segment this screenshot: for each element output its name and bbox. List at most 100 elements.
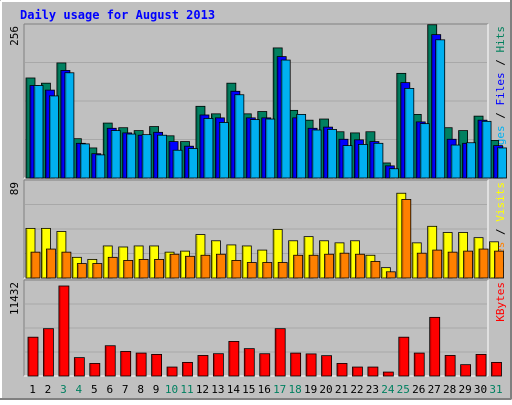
legend-part: / <box>494 222 507 242</box>
x-tick-label-day-6: 6 <box>106 383 113 396</box>
bar-sites-day-3 <box>61 251 72 279</box>
bar-sites-day-29 <box>463 250 474 279</box>
panel-hits: 256 Pages / Files / Hits <box>8 23 507 179</box>
bar-pages-day-30 <box>481 120 492 179</box>
bar-pages-day-22 <box>358 144 368 179</box>
bar-pages-day-7 <box>126 133 137 179</box>
x-tick-label-day-22: 22 <box>350 383 363 396</box>
x-tick-label-day-20: 20 <box>319 383 332 396</box>
bar-kbytes-day-28 <box>444 355 456 377</box>
bar-pages-day-28 <box>450 144 461 179</box>
bar-sites-day-27 <box>432 249 443 279</box>
bar-kbytes-day-2 <box>43 328 54 377</box>
panel-legend: Pages / Files / Hits <box>494 26 507 159</box>
bar-pages-day-2 <box>49 95 59 179</box>
series-kbytes <box>27 285 502 377</box>
bar-sites-day-22 <box>355 253 365 279</box>
y-max-label: 256 <box>8 26 21 46</box>
bar-kbytes-day-22 <box>352 366 363 377</box>
bar-sites-day-12 <box>200 254 211 279</box>
bar-kbytes-day-25 <box>398 336 410 377</box>
x-tick-label-day-9: 9 <box>153 383 160 396</box>
x-tick-label-day-27: 27 <box>428 383 441 396</box>
bar-kbytes-day-20 <box>321 355 332 377</box>
bar-kbytes-day-27 <box>429 316 441 377</box>
x-tick-label-day-28: 28 <box>443 383 456 396</box>
bar-sites-day-13 <box>215 253 226 279</box>
bar-sites-day-19 <box>308 254 319 279</box>
x-tick-label-day-23: 23 <box>366 383 379 396</box>
bar-sites-day-9 <box>154 258 165 279</box>
x-tick-label-day-26: 26 <box>412 383 425 396</box>
x-axis-day-labels: 1 2 3 4 5 6 7 8 9 10 11 12 13 14 15 16 17 18 19 20 21 22 23 24 2… <box>29 383 502 396</box>
bar-kbytes-day-4 <box>73 357 85 377</box>
bar-sites-day-28 <box>447 251 458 279</box>
bar-sites-day-8 <box>138 258 149 279</box>
bar-pages-day-31 <box>497 147 507 179</box>
x-tick-label-day-5: 5 <box>91 383 98 396</box>
series-visits <box>25 192 499 279</box>
bar-pages-day-27 <box>435 39 446 179</box>
x-tick-label-day-19: 19 <box>304 383 317 396</box>
x-tick-label-day-13: 13 <box>211 383 224 396</box>
bar-sites-day-17 <box>277 262 288 279</box>
bar-sites-day-25 <box>401 199 412 279</box>
x-tick-label-day-21: 21 <box>335 383 348 396</box>
bar-kbytes-day-1 <box>27 336 39 377</box>
bar-visits-day-17 <box>272 229 283 279</box>
x-tick-label-day-25: 25 <box>397 383 410 396</box>
x-tick-label-day-30: 30 <box>474 383 487 396</box>
x-tick-label-day-15: 15 <box>242 383 255 396</box>
bar-kbytes-day-23 <box>367 366 379 377</box>
bar-pages-day-16 <box>265 118 276 179</box>
legend-part: Visits <box>494 182 507 222</box>
bar-kbytes-day-17 <box>274 328 286 377</box>
bar-sites-day-24 <box>385 271 396 279</box>
bar-kbytes-day-5 <box>89 363 101 377</box>
panel-kbytes: 11432 KBytes <box>8 279 507 377</box>
bar-kbytes-day-30 <box>475 353 487 377</box>
bar-kbytes-day-19 <box>305 353 317 377</box>
bar-pages-day-5 <box>95 154 106 179</box>
bar-pages-day-25 <box>404 87 415 179</box>
bar-sites-day-1 <box>30 251 41 279</box>
bar-sites-day-26 <box>416 252 427 279</box>
bar-kbytes-day-26 <box>413 352 425 377</box>
bar-kbytes-day-15 <box>243 348 255 377</box>
x-tick-label-day-2: 2 <box>45 383 52 396</box>
bar-pages-day-9 <box>157 134 168 179</box>
bar-pages-day-14 <box>234 94 245 179</box>
bar-kbytes-day-12 <box>197 355 209 377</box>
bar-sites-day-4 <box>76 263 87 279</box>
bar-pages-day-11 <box>188 148 198 179</box>
bar-kbytes-day-29 <box>460 364 472 377</box>
bar-kbytes-day-24 <box>382 371 394 377</box>
x-tick-label-day-11: 11 <box>180 383 193 396</box>
y-max-label: 11432 <box>8 282 21 315</box>
x-tick-label-day-3: 3 <box>60 383 67 396</box>
bar-pages-day-24 <box>388 168 399 179</box>
bar-pages-day-29 <box>466 142 477 179</box>
bar-kbytes-day-7 <box>120 351 132 377</box>
legend-part: KBytes <box>494 282 507 322</box>
bar-sites-day-11 <box>185 255 195 279</box>
legend-part: / <box>494 106 507 126</box>
bar-sites-day-20 <box>324 253 334 279</box>
bar-pages-day-6 <box>110 130 121 179</box>
bar-sites-day-5 <box>92 263 103 279</box>
bar-kbytes-day-13 <box>212 353 224 377</box>
bar-sites-day-16 <box>262 262 273 279</box>
bar-kbytes-day-6 <box>104 345 116 377</box>
bar-pages-day-18 <box>296 114 307 179</box>
bar-kbytes-day-11 <box>182 361 193 377</box>
x-tick-label-day-1: 1 <box>29 383 36 396</box>
x-tick-label-day-31: 31 <box>489 383 502 396</box>
x-tick-label-day-17: 17 <box>273 383 286 396</box>
bar-pages-day-12 <box>203 118 214 179</box>
bar-sites-day-18 <box>293 254 304 279</box>
bar-sites-day-6 <box>107 256 118 279</box>
legend-part: / <box>494 53 507 73</box>
bar-pages-day-19 <box>311 129 322 179</box>
bar-pages-day-20 <box>327 129 337 179</box>
